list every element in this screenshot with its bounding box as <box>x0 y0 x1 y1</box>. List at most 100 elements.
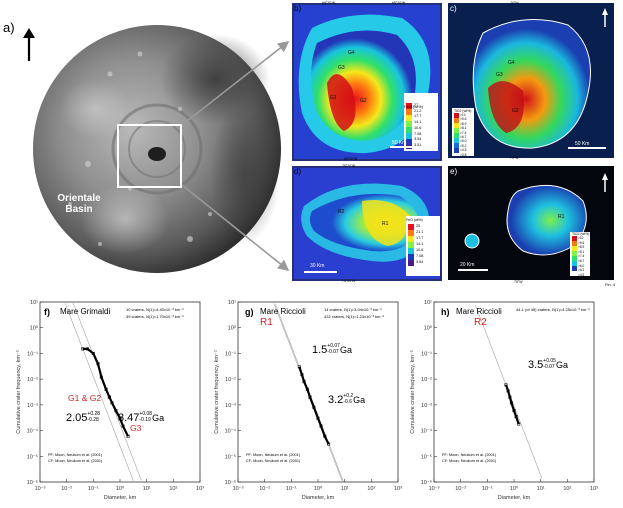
y-axis-label: Cumulative crater frequency, km⁻² <box>410 350 416 434</box>
coord-b-top: 69°20'W <box>322 1 336 5</box>
age-label-g-1: 1.5 +0.07 -0.07 Ga <box>312 342 352 356</box>
panel-label-e: e) <box>450 167 458 176</box>
y-tick-label: 10⁻² <box>27 377 38 383</box>
data-series-line <box>308 396 330 445</box>
age-label-h-1: 3.5 +0.05 -0.07 Ga <box>528 357 568 371</box>
x-tick-label: 10¹ <box>341 486 349 492</box>
y-tick-label: 10⁻⁵ <box>27 453 38 460</box>
y-tick-label: 10⁻³ <box>27 403 38 409</box>
plot-g-legend-1: 432 craters, N(1)=1.23x10⁻³ km⁻² <box>324 314 384 319</box>
panel-e-scale: 20 Km <box>460 262 475 268</box>
x-tick-label: 10⁰ <box>116 485 125 492</box>
plot-f-cf: CF: Moon, Neukum et al. (2001) <box>48 459 103 463</box>
x-tick-label: 10⁻² <box>259 486 270 492</box>
unit-r2: R2 <box>338 209 345 215</box>
panel-d-legend-ticks: 25 21.1 17.7 14.1 10.6 7.08 3.54 <box>416 224 424 264</box>
y-tick-label: 10⁰ <box>228 325 237 332</box>
coord-c-top: 70°W <box>510 1 519 5</box>
crater-plots: 10⁻³ 10⁻² 10⁻¹ 10⁰ 10¹ 10² 10³ 10⁻⁶ 10⁻⁵ 10⁻⁴ 10⁻³… <box>16 300 598 501</box>
isochron-curve <box>65 303 134 481</box>
y-tick-label: 10⁻⁵ <box>421 453 432 460</box>
coord-c-bottom: 70°W <box>510 156 519 160</box>
plot-g-name: Mare Riccioli <box>260 307 306 316</box>
x-tick-label: 10⁰ <box>314 485 323 492</box>
x-axis-label: Diameter, km <box>302 495 335 501</box>
plot-h-unit: R2 <box>474 317 487 328</box>
y-tick-label: 10⁻² <box>225 377 236 383</box>
coord-d-bottom: 75°20'W <box>342 279 356 283</box>
panel-e-tio2-riccioli <box>448 166 614 280</box>
unit-c-g2: G2 <box>512 108 519 114</box>
x-tick-label: 10³ <box>196 486 204 492</box>
unit-g2: G2 <box>360 98 367 104</box>
x-tick-label: 10² <box>169 486 177 492</box>
y-tick-label: 10⁻⁶ <box>225 479 236 486</box>
plot-h-pf: PF: Moon, Neukum et al. (2001) <box>442 453 497 457</box>
panel-b-legend-ticks: 27 21.2 17.7 14.1 10.6 7.08 3.54 3.51 <box>414 103 422 147</box>
fig-tag: Fin. 4 <box>605 282 616 287</box>
x-tick-label: 10² <box>563 486 571 492</box>
plot-g-cf: CF: Moon, Neukum et al. (2001) <box>246 459 301 463</box>
plot-f-legend-1: 39 craters, N(1)=1.70x10⁻³ km⁻² <box>126 314 184 319</box>
y-tick-label: 10⁰ <box>424 325 433 332</box>
plot-f-legend-0: 10 craters, N(1)=4.40x10⁻³ km⁻² <box>126 307 184 312</box>
basin-label: Orientale Basin <box>57 193 101 215</box>
panel-e-legend-ticks: >10 >9.6 >8.9 >8.1 >7.4 >6.7 >6.0 >5.2 >4.5 <box>578 236 585 277</box>
age-label-f-2: 3.47 +0.08 -0.19 Ga <box>118 410 165 424</box>
data-series-line <box>298 366 312 398</box>
unit-g3: G3 <box>338 65 345 71</box>
coord-b-bottom: 66°20'W <box>344 157 358 161</box>
plot-h-legend-0: 44.1 (of 45) craters, N(1)=4.25x10⁻³ km⁻… <box>516 307 590 312</box>
x-tick-label: 10³ <box>394 486 402 492</box>
data-series-line <box>82 347 111 398</box>
x-tick-label: 10⁻² <box>61 486 72 492</box>
moon-globe <box>33 25 281 273</box>
unit-r1: R1 <box>382 221 389 227</box>
panel-e-legend-title: TiO2 (wt%) <box>572 232 590 236</box>
plot-h-name: Mare Riccioli <box>456 307 502 316</box>
x-tick-label: 10¹ <box>537 486 545 492</box>
panel-label-b: b) <box>294 4 302 13</box>
plot-f-name: Mare Grimaldi <box>60 307 111 316</box>
plot-label-g: g) <box>245 307 254 317</box>
y-tick-label: 10¹ <box>424 300 432 306</box>
x-tick-label: 10⁻³ <box>35 486 46 492</box>
x-tick-label: 10² <box>367 486 375 492</box>
x-tick-label: 10¹ <box>143 486 151 492</box>
panel-label-c: c) <box>450 4 457 13</box>
panel-b-legend-title: FeO (wt%) <box>404 104 424 109</box>
panel-c-legend-title: TiO2 (wt%) <box>454 109 472 113</box>
y-tick-label: 10⁻¹ <box>421 351 432 357</box>
y-tick-label: 10⁻¹ <box>225 351 236 357</box>
x-tick-label: 10³ <box>590 486 598 492</box>
y-tick-label: 10⁻⁴ <box>421 428 433 435</box>
x-tick-label: 10⁻¹ <box>88 486 99 492</box>
panel-b-feo-grimaldi <box>292 3 442 161</box>
plot-f-unit-g3: G3 <box>130 423 142 433</box>
x-tick-label: 10⁻¹ <box>482 486 493 492</box>
x-tick-label: 10⁰ <box>510 485 519 492</box>
data-series-line <box>504 384 520 425</box>
panel-c-scale: 50 Km <box>575 141 590 147</box>
plot-h-cf: CF: Moon, Neukum et al. (2001) <box>442 459 497 463</box>
coord-e-bottom: 75°W <box>514 280 523 284</box>
data-series-line <box>108 396 129 437</box>
north-arrow-icon <box>23 28 35 61</box>
y-tick-label: 10⁻¹ <box>27 351 38 357</box>
plot-f-pf: PF: Moon, Neukum et al. (2001) <box>48 453 103 457</box>
y-axis-label: Cumulative crater frequency, km⁻² <box>214 350 220 434</box>
y-tick-label: 10⁻⁴ <box>225 428 237 435</box>
plot-g-legend-0: 14 craters, N(1)=3.04x10⁻³ km⁻² <box>324 307 382 312</box>
coord-d-top: 75°20'W <box>342 164 356 168</box>
panel-label-a: a) <box>3 20 15 35</box>
x-tick-label: 10⁻² <box>455 486 466 492</box>
unit-c-g3: G3 <box>496 72 503 78</box>
age-label-g-2: 3.2 +0.2 -0.6 Ga <box>328 392 366 406</box>
coord-b-top2: 65°20'W <box>392 1 406 5</box>
y-tick-label: 10⁰ <box>30 325 39 332</box>
unit-e-r1: R1 <box>558 214 565 220</box>
y-tick-label: 10⁻⁵ <box>225 453 236 460</box>
plot-g-unit: R1 <box>260 317 273 328</box>
y-axis-label: Cumulative crater frequency, km⁻² <box>16 350 22 434</box>
